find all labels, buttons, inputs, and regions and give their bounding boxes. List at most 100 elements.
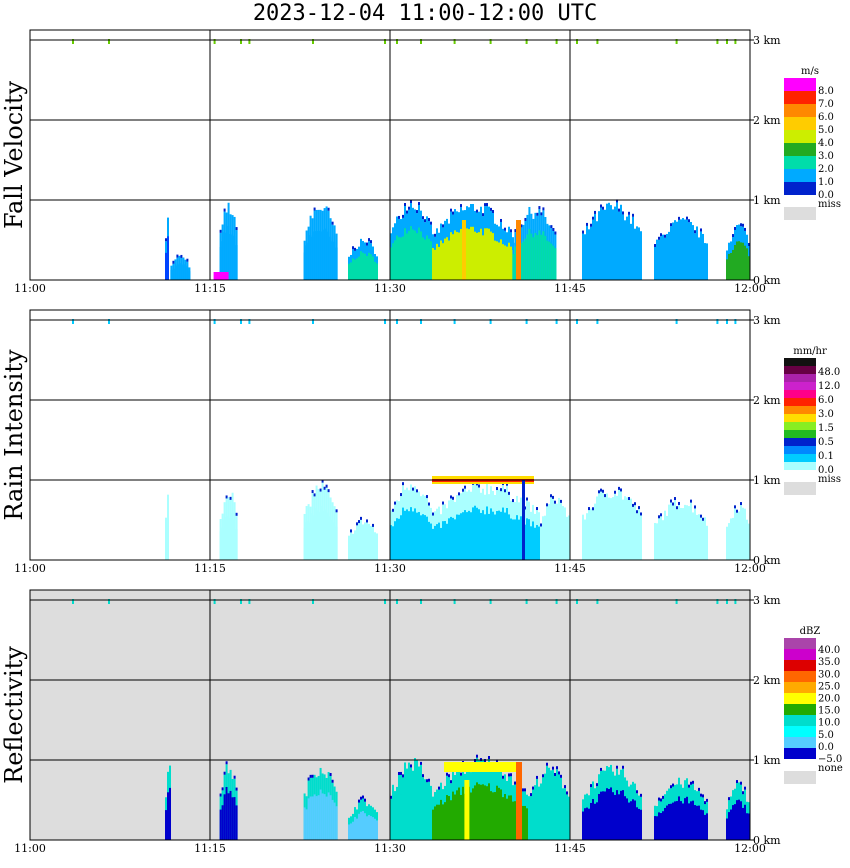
echo-edge bbox=[420, 761, 422, 765]
echo-core bbox=[392, 801, 394, 840]
echo-core bbox=[554, 795, 556, 840]
echo-edge bbox=[462, 488, 464, 492]
echo-core bbox=[736, 526, 738, 560]
echo-core bbox=[628, 802, 630, 840]
echo-core bbox=[227, 793, 230, 840]
echo-core bbox=[219, 246, 222, 280]
echo-edge bbox=[424, 219, 426, 223]
echo-edge bbox=[700, 228, 702, 232]
echo-edge bbox=[508, 773, 510, 777]
colorbar-swatch bbox=[784, 682, 816, 693]
echo-edge bbox=[358, 799, 360, 803]
echo-core bbox=[470, 226, 472, 280]
clutter-dot bbox=[240, 599, 242, 604]
echo-core bbox=[225, 232, 228, 280]
echo-core bbox=[612, 515, 614, 560]
echo-edge bbox=[622, 211, 624, 215]
echo-edge bbox=[366, 519, 368, 523]
echo-edge bbox=[165, 238, 167, 242]
echo-edge bbox=[540, 212, 543, 216]
echo-core bbox=[390, 811, 392, 840]
echo-core bbox=[309, 522, 312, 560]
colorbar-swatch bbox=[784, 454, 816, 462]
echo-core bbox=[592, 799, 594, 840]
clutter-dot bbox=[240, 39, 242, 44]
echo-edge bbox=[418, 202, 420, 206]
echo-core bbox=[331, 519, 334, 560]
echo-edge bbox=[536, 507, 538, 511]
echo-core bbox=[170, 269, 173, 280]
echo-core bbox=[406, 233, 408, 280]
echo-core bbox=[430, 241, 432, 280]
echo-edge bbox=[690, 781, 692, 785]
echo-core bbox=[738, 526, 740, 560]
echo-core bbox=[410, 789, 412, 840]
echo-core bbox=[530, 809, 532, 840]
echo-core bbox=[506, 508, 508, 560]
x-tick-label: 12:00 bbox=[734, 842, 766, 855]
echo-core bbox=[303, 527, 306, 560]
echo-core bbox=[568, 809, 570, 840]
echo-edge bbox=[398, 771, 400, 775]
echo-core bbox=[462, 786, 464, 840]
clutter-dot bbox=[213, 599, 216, 604]
echo-edge bbox=[596, 783, 598, 787]
echo-core bbox=[398, 518, 400, 560]
echo-core bbox=[730, 530, 732, 560]
echo-core bbox=[542, 529, 544, 560]
x-tick-label: 11:00 bbox=[14, 842, 46, 855]
colorbar-label: 5.0 bbox=[818, 125, 834, 136]
echo-core bbox=[682, 236, 684, 280]
echo-core bbox=[454, 230, 456, 280]
echo-core bbox=[550, 516, 552, 560]
echo-core bbox=[323, 229, 326, 280]
echo-core bbox=[686, 237, 688, 280]
clutter-dot bbox=[716, 39, 719, 44]
echo-core bbox=[446, 523, 448, 560]
echo-core bbox=[368, 534, 370, 560]
echo-edge bbox=[360, 516, 362, 520]
echo-edge bbox=[392, 508, 394, 512]
echo-core bbox=[167, 514, 169, 560]
echo-core bbox=[686, 521, 688, 560]
echo-core bbox=[544, 793, 546, 840]
echo-core bbox=[670, 519, 672, 560]
echo-core bbox=[329, 236, 332, 280]
echo-core bbox=[552, 517, 554, 560]
echo-core bbox=[307, 242, 310, 280]
echo-core bbox=[582, 811, 584, 840]
echo-core bbox=[602, 791, 604, 840]
colorbar-swatch bbox=[784, 660, 816, 671]
echo-edge bbox=[554, 231, 557, 235]
echo-core bbox=[456, 514, 458, 560]
echo-core bbox=[540, 800, 542, 840]
echo-edge bbox=[221, 787, 224, 791]
echo-edge bbox=[744, 786, 746, 790]
echo-core bbox=[428, 238, 430, 280]
echo-core bbox=[362, 810, 364, 840]
echo-edge bbox=[311, 490, 314, 494]
colorbar-swatch bbox=[784, 715, 816, 726]
colorbar-swatch bbox=[784, 130, 816, 143]
echo-edge bbox=[532, 786, 534, 790]
echo-core bbox=[424, 515, 426, 560]
echo-core bbox=[440, 799, 442, 840]
echo-edge bbox=[614, 490, 616, 494]
echo-core bbox=[506, 246, 508, 280]
echo-core bbox=[524, 805, 526, 840]
echo-core bbox=[325, 796, 328, 840]
echo-core bbox=[400, 515, 402, 560]
echo-core bbox=[534, 233, 537, 280]
echo-core bbox=[333, 241, 336, 280]
echo-edge bbox=[690, 499, 692, 503]
echo-core bbox=[604, 230, 606, 280]
echo-core bbox=[738, 799, 740, 840]
echo-core bbox=[442, 243, 444, 280]
y-tick-label: 1 km bbox=[753, 474, 781, 487]
echo-core bbox=[740, 242, 742, 280]
echo-region bbox=[654, 216, 708, 280]
echo-core bbox=[319, 230, 322, 280]
echo-edge bbox=[554, 500, 556, 504]
echo-core bbox=[233, 235, 236, 280]
echo-core bbox=[408, 230, 410, 280]
